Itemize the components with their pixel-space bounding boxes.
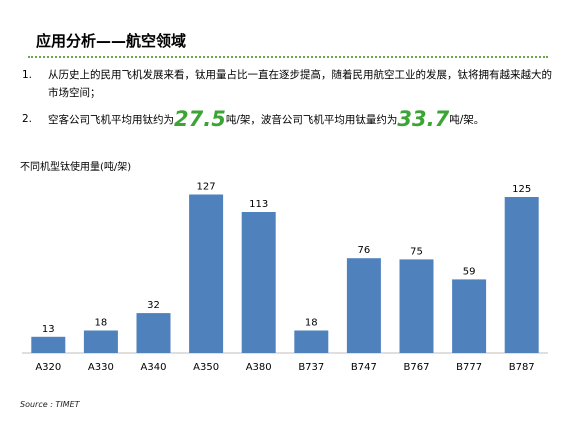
data-label-a320: 13 bbox=[42, 324, 55, 335]
bullet-item: 1. 从历史上的民用飞机发展来看，钛用量占比一直在逐步提高，随着民用航空工业的发… bbox=[20, 66, 560, 102]
airbus-titanium-value: 27.5 bbox=[174, 107, 226, 131]
x-tick-label-b747: B747 bbox=[351, 362, 377, 373]
data-label-b787: 125 bbox=[512, 184, 531, 195]
x-tick-label-b777: B777 bbox=[456, 362, 482, 373]
bar-b737 bbox=[294, 330, 329, 353]
data-label-a350: 127 bbox=[197, 182, 216, 193]
bullet-text-mid: 吨/架，波音公司飞机平均用钛量约为 bbox=[225, 114, 398, 126]
bullet-text-pre: 空客公司飞机平均用钛约为 bbox=[48, 114, 174, 126]
data-label-b777: 59 bbox=[463, 266, 476, 277]
x-tick-label-b767: B767 bbox=[404, 362, 430, 373]
data-label-b737: 18 bbox=[305, 318, 318, 329]
x-tick-label-a330: A330 bbox=[88, 362, 114, 373]
data-label-a380: 113 bbox=[249, 199, 268, 210]
bar-a340 bbox=[136, 313, 171, 353]
bullet-list: 1. 从历史上的民用飞机发展来看，钛用量占比一直在逐步提高，随着民用航空工业的发… bbox=[20, 66, 560, 137]
bar-a350 bbox=[189, 194, 224, 353]
bullet-number: 2. bbox=[22, 113, 33, 125]
source-note: Source : TIMET bbox=[20, 400, 80, 409]
x-tick-label-a320: A320 bbox=[35, 362, 61, 373]
bar-b747 bbox=[346, 258, 381, 353]
x-tick-label-b787: B787 bbox=[509, 362, 535, 373]
bullet-text: 空客公司飞机平均用钛约为27.5吨/架，波音公司飞机平均用钛量约为33.7吨/架… bbox=[48, 107, 560, 131]
bullet-text: 从历史上的民用飞机发展来看，钛用量占比一直在逐步提高，随着民用航空工业的发展，钛… bbox=[48, 69, 552, 99]
bullet-text-post: 吨/架。 bbox=[449, 114, 485, 126]
chart-title: 不同机型钛使用量(吨/架) bbox=[20, 162, 132, 173]
bar-a320 bbox=[31, 336, 66, 353]
data-label-b747: 76 bbox=[358, 245, 371, 256]
data-label-a330: 18 bbox=[95, 318, 108, 329]
x-tick-label-a380: A380 bbox=[246, 362, 272, 373]
data-label-a340: 32 bbox=[147, 300, 160, 311]
boeing-titanium-value: 33.7 bbox=[397, 107, 450, 131]
data-label-b767: 75 bbox=[410, 246, 423, 257]
x-tick-label-b737: B737 bbox=[298, 362, 324, 373]
titanium-usage-bar-chart: 13 A320 18 A330 32 A340 127 A350 113 A380 18 B737 76… bbox=[22, 182, 548, 373]
bar-b767 bbox=[399, 259, 434, 353]
x-tick-label-a340: A340 bbox=[141, 362, 167, 373]
bullet-item: 2. 空客公司飞机平均用钛约为27.5吨/架，波音公司飞机平均用钛量约为33.7… bbox=[20, 107, 560, 131]
title-divider bbox=[28, 56, 548, 58]
bar-a330 bbox=[83, 330, 118, 353]
page-title: 应用分析——航空领域 bbox=[36, 32, 187, 50]
bar-b787 bbox=[504, 197, 539, 353]
bullet-number: 1. bbox=[22, 69, 33, 81]
x-tick-label-a350: A350 bbox=[193, 362, 219, 373]
bar-a380 bbox=[241, 212, 276, 353]
bar-b777 bbox=[452, 279, 487, 353]
